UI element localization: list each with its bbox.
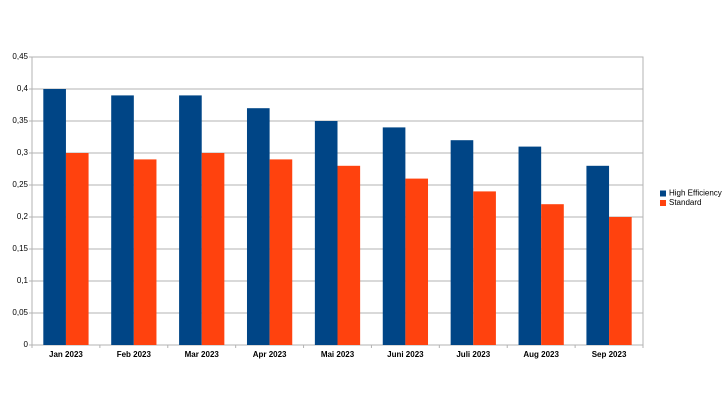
x-tick-label: Feb 2023: [117, 350, 152, 359]
x-tick-label: Juli 2023: [456, 350, 490, 359]
legend-swatch: [660, 200, 666, 206]
x-tick-label: Juni 2023: [387, 350, 424, 359]
y-tick-label: 0,4: [17, 84, 29, 93]
bar: [518, 146, 542, 345]
x-tick-label: Jan 2023: [49, 350, 83, 359]
y-tick-label: 0,2: [17, 212, 29, 221]
bar: [179, 95, 202, 346]
x-tick-label: Mai 2023: [321, 350, 355, 359]
bar: [405, 178, 429, 345]
bar: [269, 159, 293, 345]
bar: [314, 121, 338, 345]
x-tick-label: Aug 2023: [523, 350, 559, 359]
bar: [586, 165, 610, 345]
bar: [111, 95, 134, 346]
y-tick-label: 0,15: [12, 244, 28, 253]
y-tick-label: 0,35: [12, 116, 28, 125]
bar: [473, 191, 496, 345]
bar: [541, 204, 564, 345]
legend-label: Standard: [669, 198, 701, 207]
bar: [43, 89, 66, 345]
legend-swatch: [660, 190, 666, 197]
bar: [246, 108, 270, 345]
x-tick-label: Sep 2023: [592, 350, 627, 359]
bar: [133, 159, 157, 345]
y-tick-label: 0,05: [12, 308, 28, 317]
bar: [65, 153, 89, 345]
y-tick-label: 0,25: [12, 180, 28, 189]
x-tick-label: Apr 2023: [253, 350, 287, 359]
bar: [450, 140, 474, 345]
y-tick-label: 0,3: [17, 148, 29, 157]
legend-label: High Efficiency: [669, 189, 722, 198]
y-tick-label: 0,1: [17, 276, 29, 285]
bar: [201, 153, 225, 345]
y-tick-label: 0,45: [12, 52, 28, 61]
x-tick-label: Mar 2023: [185, 350, 220, 359]
bar: [609, 217, 632, 345]
bar: [382, 127, 406, 346]
bar: [337, 165, 361, 345]
y-tick-label: 0: [24, 340, 29, 349]
